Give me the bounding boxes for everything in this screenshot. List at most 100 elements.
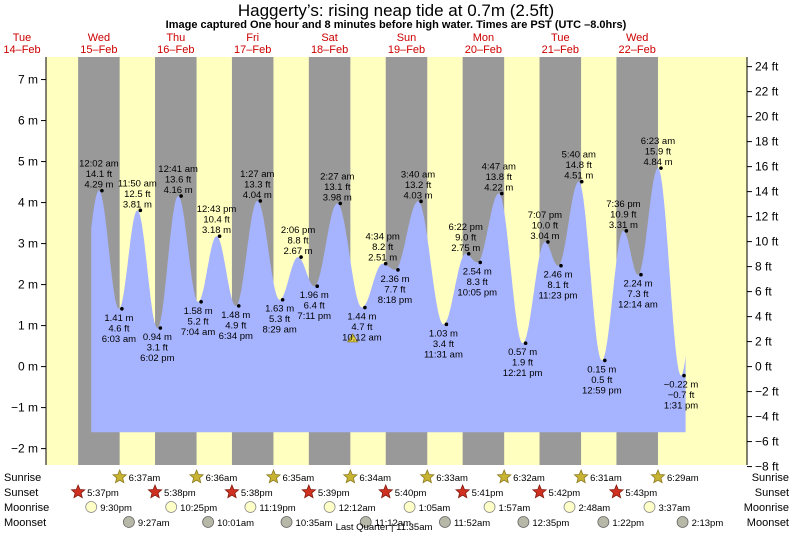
- tide-label-line: 8:29 am: [262, 325, 296, 336]
- tide-label-line: 7:36 pm: [606, 199, 640, 210]
- moonrise-icon: [403, 501, 416, 513]
- tide-label-line: 4.6 ft: [108, 323, 129, 334]
- sunrise-icon: [342, 468, 358, 484]
- tide-label-line: 8:18 pm: [378, 295, 412, 306]
- right-tick-label: 4 ft: [755, 310, 772, 324]
- tide-label-line: 0.15 m: [587, 364, 616, 375]
- low-tide-label: 1.58 m5.2 ft7:04 am: [181, 306, 215, 338]
- sunset-icon: [378, 483, 394, 499]
- tide-label-line: 7.3 ft: [627, 289, 648, 300]
- tide-label-line: 4.9 ft: [225, 320, 246, 331]
- day-name-label: Mon: [473, 32, 494, 44]
- low-tide-dot: [158, 326, 163, 330]
- low-tide-label: 1.63 m5.3 ft8:29 am: [262, 304, 296, 336]
- sunrise-time: 6:37am: [129, 473, 161, 484]
- moonrise-time: 2:48am: [579, 503, 611, 514]
- tide-label-line: 8.3 ft: [467, 277, 488, 288]
- low-tide-dot: [603, 358, 607, 363]
- sunrise-icon: [265, 468, 282, 484]
- right-tick-label: 18 ft: [755, 135, 779, 149]
- sunrise-time: 6:33am: [436, 473, 468, 484]
- day-labels: Tue14–FebWed15–FebThu16–FebFri17–FebSat1…: [3, 32, 656, 56]
- sunrise-time: 6:32am: [513, 473, 545, 484]
- day-date-label: 14–Feb: [3, 44, 40, 56]
- tide-label-line: 1.58 m: [184, 306, 213, 317]
- tide-label-line: 8.8 ft: [288, 236, 309, 247]
- left-tick-label: 2 m: [18, 278, 38, 292]
- sunrise-time: 6:36am: [206, 473, 238, 484]
- right-tick-label: 6 ft: [755, 285, 772, 299]
- high-tide-dot: [299, 255, 303, 259]
- tide-label-line: 12.5 ft: [124, 189, 151, 200]
- high-tide-dot: [499, 191, 504, 196]
- tide-label-line: 11:31 am: [424, 349, 463, 360]
- low-tide-label: 2.36 m7.7 ft8:18 pm: [378, 274, 412, 306]
- sunset-row-label-right: Sunset: [755, 487, 789, 499]
- moonset-time: 1:22pm: [612, 518, 644, 529]
- sunset-icon: [608, 483, 625, 499]
- low-tide-dot: [444, 322, 449, 327]
- right-tick-label: 0 ft: [755, 360, 772, 374]
- moonset-time: 11:12am: [375, 518, 411, 529]
- sunset-time: 5:41pm: [472, 488, 504, 499]
- high-tide-dot: [383, 261, 388, 266]
- sunset-time: 5:37pm: [87, 488, 119, 499]
- moonrise-time: 3:37am: [659, 503, 691, 514]
- high-tide-dot: [659, 166, 663, 170]
- tide-label-line: 6:03 am: [102, 334, 136, 345]
- tide-label-line: 4.22 m: [484, 183, 513, 194]
- tide-label-line: 4.7 ft: [351, 322, 372, 333]
- tide-label-line: 3.81 m: [123, 199, 152, 210]
- tide-label-line: 7:04 am: [181, 327, 215, 338]
- tide-label-line: 12:21 pm: [503, 368, 543, 379]
- tide-label-line: 6:22 pm: [449, 222, 483, 233]
- day-name-label: Tue: [13, 32, 32, 44]
- tide-label-line: 0.94 m: [143, 332, 172, 343]
- tide-label-line: 8.2 ft: [372, 242, 393, 253]
- tide-label-line: 2.51 m: [368, 253, 397, 264]
- moonrise-time: 1:05am: [419, 503, 451, 514]
- tide-label-line: 7:11 pm: [297, 311, 331, 322]
- sunrise-row-label-left: Sunrise: [4, 472, 41, 484]
- moonrise-row-label-right: Moonrise: [744, 502, 789, 514]
- sunrise-row-label-right: Sunrise: [752, 472, 789, 484]
- tide-label-line: 3.4 ft: [433, 339, 454, 350]
- tide-label-line: 1:27 am: [240, 169, 274, 180]
- day-name-label: Sat: [321, 32, 338, 44]
- moonset-time: 11:52am: [454, 518, 490, 529]
- moonrise-icon: [244, 501, 257, 513]
- tide-label-line: 13.2 ft: [405, 180, 432, 191]
- chart-title: Haggerty’s: rising neap tide at 0.7m (2.…: [238, 1, 554, 20]
- left-tick-label: 3 m: [18, 237, 38, 251]
- tide-label-line: 3:40 am: [401, 169, 435, 180]
- left-tick-label: 0 m: [18, 360, 38, 374]
- tide-label-line: 6:34 pm: [219, 331, 253, 342]
- tide-label-line: 4.84 m: [643, 157, 672, 168]
- sunset-icon: [301, 483, 317, 499]
- sunrise-time: 6:29am: [667, 473, 699, 484]
- moonset-row-label-left: Moonset: [4, 517, 46, 529]
- tide-label-line: 3.04 m: [530, 231, 559, 242]
- tide-label-line: 11:50 am: [118, 178, 157, 189]
- tide-label-line: 14.1 ft: [86, 169, 113, 180]
- tide-label-line: 10.0 ft: [532, 220, 559, 231]
- tide-label-line: 2.75 m: [451, 243, 480, 254]
- tide-label-line: 1.41 m: [104, 313, 133, 324]
- moonset-icon: [202, 516, 214, 528]
- sunset-time: 5:42pm: [549, 488, 581, 499]
- tide-label-line: 1.48 m: [221, 310, 250, 321]
- tide-label-line: 4:47 am: [482, 162, 516, 173]
- sunrise-icon: [188, 468, 205, 484]
- moonrise-icon: [85, 501, 98, 513]
- sunset-icon: [455, 483, 471, 499]
- tide-label-line: 5.3 ft: [269, 314, 290, 325]
- tide-label-line: 9.0 ft: [455, 232, 476, 243]
